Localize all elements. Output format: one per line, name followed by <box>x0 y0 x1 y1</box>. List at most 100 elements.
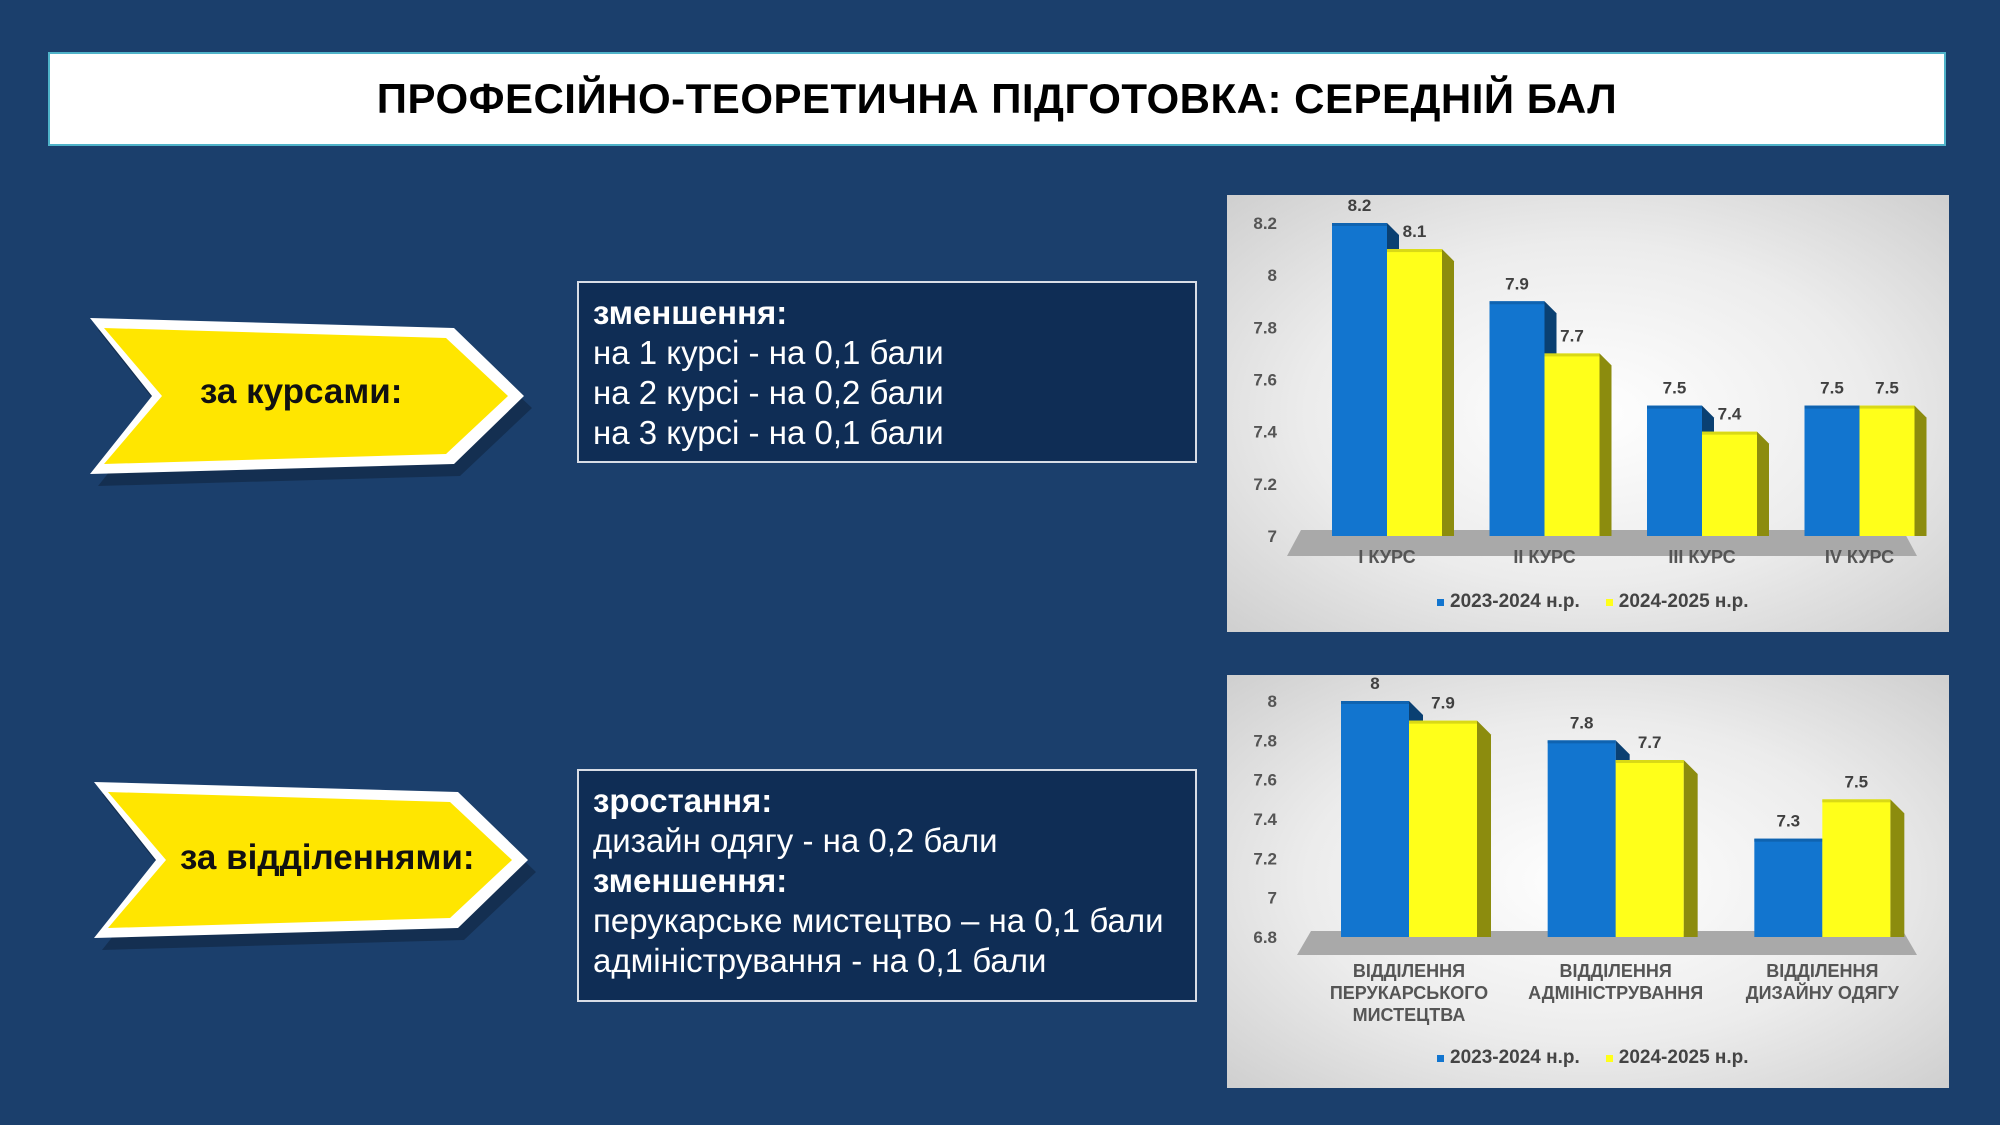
courses-info-line: на 3 курсі - на 0,1 бали <box>593 414 944 451</box>
y-tick-label: 7.2 <box>1253 849 1277 868</box>
bar <box>1615 760 1684 937</box>
data-label: 7.7 <box>1638 733 1662 752</box>
category-label: IV КУРС <box>1825 547 1894 567</box>
y-tick-label: 7.4 <box>1253 423 1277 442</box>
legend-swatch <box>1605 1054 1613 1062</box>
data-label: 8.1 <box>1403 222 1427 241</box>
y-tick-label: 7.6 <box>1253 771 1277 790</box>
bar <box>1341 701 1409 937</box>
data-label: 7.5 <box>1663 379 1687 398</box>
category-label: ПЕРУКАРСЬКОГО <box>1330 983 1488 1003</box>
bar <box>1387 249 1442 537</box>
legend-swatch <box>1437 598 1444 606</box>
data-label: 8.2 <box>1348 196 1372 215</box>
category-label: ВІДДІЛЕННЯ <box>1766 961 1878 981</box>
data-label: 7.3 <box>1777 812 1801 831</box>
y-tick-label: 7.6 <box>1253 371 1277 390</box>
courses-info-box: зменшення: на 1 курсі - на 0,1 бали на 2… <box>577 281 1197 463</box>
legend-label: 2023-2024 н.р. <box>1450 1047 1580 1068</box>
departments-info-line: зростання: <box>593 782 773 819</box>
bar-top <box>1804 405 1860 409</box>
legend-item: 2024-2025 н.р. <box>1605 591 1749 613</box>
courses-arrow: за курсами: <box>84 312 534 492</box>
legend-label: 2024-2025 н.р. <box>1618 591 1749 612</box>
bar-side <box>1757 431 1769 536</box>
bar <box>1647 405 1702 536</box>
bar-side <box>1599 353 1612 536</box>
departments-chart-plot: 6.877.27.47.67.8887.9ВІДДІЛЕННЯПЕРУКАРСЬ… <box>1253 675 1917 1025</box>
courses-chart-plot: 7 7.2 7.4 7.6 7.8 8 8.2 8.2 8.1 I КУРС 7.9 7.7 II КУ… <box>1253 196 1927 567</box>
data-label: 7.4 <box>1718 405 1742 424</box>
legend-item: 2024-2025 н.р. <box>1605 1047 1749 1069</box>
y-tick-label: 7.8 <box>1253 318 1277 337</box>
data-label: 8 <box>1370 675 1379 693</box>
bar-top <box>1754 838 1823 842</box>
bar <box>1804 405 1860 536</box>
category-label: II КУРС <box>1513 547 1575 567</box>
bar-top <box>1822 799 1891 803</box>
bar <box>1547 740 1616 937</box>
category-label: III КУРС <box>1668 547 1735 567</box>
bar-top <box>1647 405 1702 409</box>
bar-top <box>1544 353 1600 357</box>
chart-floor <box>1287 530 1917 556</box>
departments-info-line: зменшення: <box>593 862 788 899</box>
courses-chart-legend: 2023-2024 н.р. 2024-2025 н.р. <box>1437 591 1749 613</box>
data-label: 7.9 <box>1431 694 1455 713</box>
bar-top <box>1615 760 1684 763</box>
bar <box>1702 431 1757 536</box>
courses-info-line: на 2 курсі - на 0,2 бали <box>593 374 944 411</box>
y-tick-label: 6.8 <box>1253 928 1277 947</box>
departments-chart: 6.8 7 7.2 7.4 7.6 7.8 8 8 7.9 ВІДДІЛЕННЯ ПЕРУКАРСЬ… <box>1227 675 1949 1088</box>
bar-side <box>1914 405 1927 536</box>
category-label: АДМІНІСТРУВАННЯ <box>1528 983 1703 1003</box>
bar-top <box>1409 720 1477 724</box>
departments-chart-legend: 2023-2024 н.р. 2024-2025 н.р. <box>1437 1047 1749 1069</box>
bar-side <box>1683 760 1698 937</box>
departments-arrow: за відділеннями: <box>88 776 538 956</box>
data-label: 7.8 <box>1570 713 1594 732</box>
bar-top <box>1387 249 1442 253</box>
y-tick-label: 8.2 <box>1253 214 1277 233</box>
category-label: ВІДДІЛЕННЯ <box>1353 961 1465 981</box>
bar <box>1754 838 1823 937</box>
y-tick-label: 7.8 <box>1253 731 1277 750</box>
category-label: ВІДДІЛЕННЯ <box>1560 961 1672 981</box>
y-tick-label: 7.2 <box>1253 475 1277 494</box>
bar <box>1332 223 1387 536</box>
departments-info-line: адміністрування - на 0,1 бали <box>593 942 1047 979</box>
bar-top <box>1341 701 1409 704</box>
bar-side <box>1442 249 1454 537</box>
courses-chart: 7 7.2 7.4 7.6 7.8 8 8.2 8.2 8.1 I КУРС 7.9 7.7 II КУ… <box>1227 195 1949 632</box>
departments-arrow-label: за відділеннями: <box>180 838 475 877</box>
data-label: 7.5 <box>1820 379 1844 398</box>
category-label: I КУРС <box>1358 547 1415 567</box>
courses-arrow-label: за курсами: <box>200 372 403 411</box>
y-tick-label: 8 <box>1268 266 1277 285</box>
bar <box>1544 353 1600 536</box>
bar-top <box>1702 431 1757 435</box>
page-title: ПРОФЕСІЙНО-ТЕОРЕТИЧНА ПІДГОТОВКА: СЕРЕДН… <box>376 75 1618 122</box>
y-tick-label: 7 <box>1268 527 1277 546</box>
bar-side <box>1477 720 1491 937</box>
legend-swatch <box>1437 1054 1444 1062</box>
departments-info-line: перукарське мистецтво – на 0,1 бали <box>593 902 1164 939</box>
courses-info-line: зменшення: <box>593 294 788 331</box>
data-label: 7.9 <box>1505 274 1529 293</box>
bar <box>1409 720 1477 937</box>
legend-item: 2023-2024 н.р. <box>1437 1047 1580 1069</box>
departments-info-line: дизайн одягу - на 0,2 бали <box>593 822 998 859</box>
bar-top <box>1332 223 1387 226</box>
bar <box>1489 301 1545 536</box>
page-title-box: ПРОФЕСІЙНО-ТЕОРЕТИЧНА ПІДГОТОВКА: СЕРЕДН… <box>48 52 1946 146</box>
legend-label: 2024-2025 н.р. <box>1618 1047 1749 1068</box>
legend-label: 2023-2024 н.р. <box>1450 591 1580 612</box>
bar-top <box>1859 405 1915 409</box>
departments-info-box: зростання: дизайн одягу - на 0,2 бали зм… <box>577 769 1197 1002</box>
legend-item: 2023-2024 н.р. <box>1437 591 1580 613</box>
bar <box>1822 799 1891 937</box>
bar-top <box>1489 301 1545 305</box>
bar-side <box>1890 799 1905 937</box>
bar-top <box>1547 740 1616 744</box>
legend-swatch <box>1605 598 1613 606</box>
